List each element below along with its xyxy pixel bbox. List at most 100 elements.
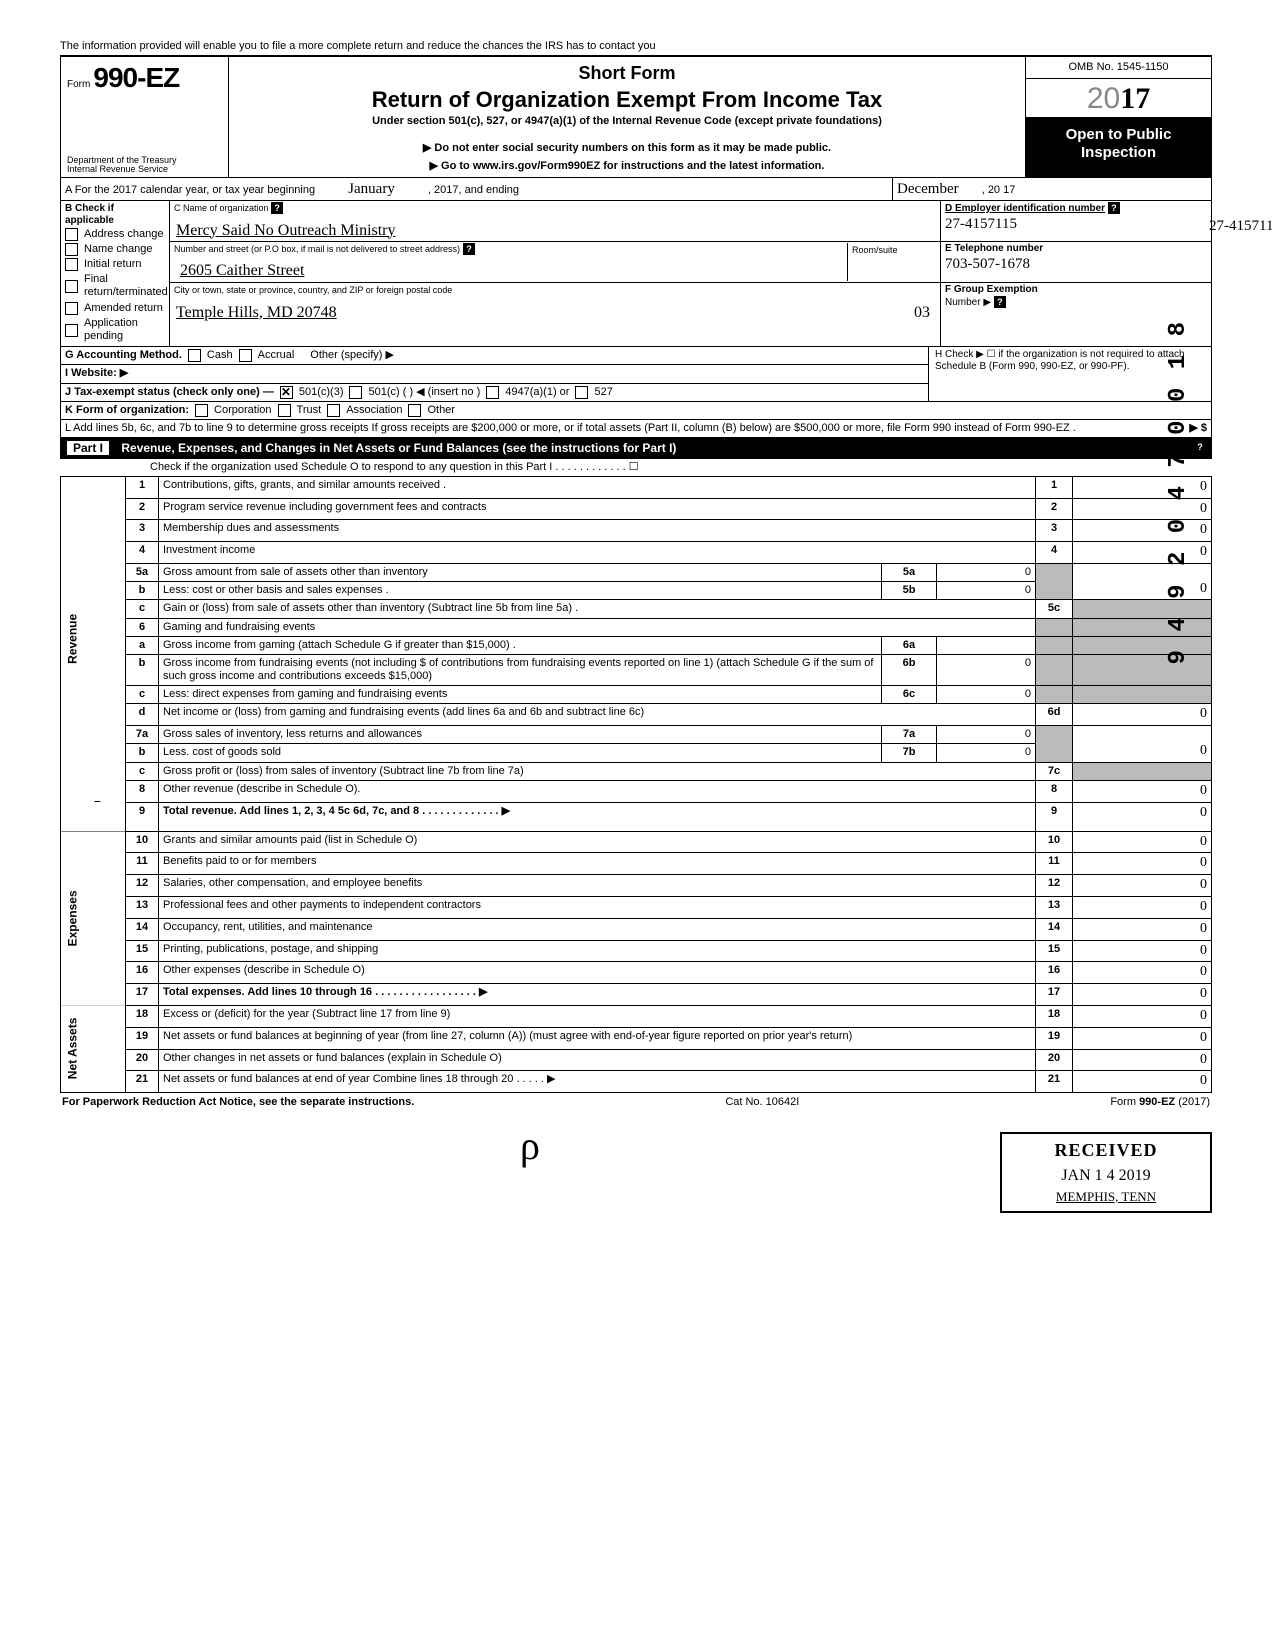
j-label: J Tax-exempt status (check only one) —	[65, 386, 274, 399]
line-6a-text: Gross income from gaming (attach Schedul…	[159, 636, 882, 654]
line-21-text: Net assets or fund balances at end of ye…	[159, 1071, 1036, 1093]
c-city-label: City or town, state or province, country…	[174, 285, 452, 295]
cb-501c[interactable]	[349, 386, 362, 399]
line-16-text: Other expenses (describe in Schedule O)	[159, 962, 1036, 984]
line-19-text: Net assets or fund balances at beginning…	[159, 1027, 1036, 1049]
line-4-text: Investment income	[159, 542, 1036, 564]
line-4-rn: 4	[1036, 542, 1073, 564]
b-opt-0: Address change	[84, 228, 164, 241]
cb-501c3[interactable]	[280, 386, 293, 399]
line-5c-rn: 5c	[1036, 600, 1073, 618]
cb-final-return[interactable]	[65, 280, 78, 293]
ssn-warning: ▶ Do not enter social security numbers o…	[237, 142, 1017, 155]
line-6d-rn: 6d	[1036, 704, 1073, 726]
line-1-rn: 1	[1036, 476, 1073, 498]
org-name: Mercy Said No Outreach Ministry	[176, 221, 396, 240]
side-expenses: Expenses	[61, 831, 126, 1005]
cb-accrual[interactable]	[239, 349, 252, 362]
col-b-checkboxes: B Check if applicable Address change Nam…	[61, 201, 170, 347]
c-street-label: Number and street (or P.O box, if mail i…	[174, 244, 460, 254]
ein-alt: 27-4157116	[1209, 217, 1272, 235]
line-17-rv: 0	[1073, 984, 1212, 1006]
b-opt-4: Amended return	[84, 302, 163, 315]
line-a-label: A For the 2017 calendar year, or tax yea…	[65, 184, 315, 196]
cb-assoc[interactable]	[327, 404, 340, 417]
b-opt-5: Application pending	[84, 317, 165, 343]
g-other: Other (specify) ▶	[310, 349, 394, 362]
line-12-rn: 12	[1036, 875, 1073, 897]
line-8-rv: 0	[1073, 780, 1212, 802]
help-icon[interactable]: ?	[994, 296, 1006, 308]
tax-year-begin: January	[348, 181, 395, 197]
line-a-mid: , 2017, and ending	[428, 184, 519, 196]
line-a: A For the 2017 calendar year, or tax yea…	[60, 178, 1212, 201]
part1-grid: Revenue 1 Contributions, gifts, grants, …	[60, 476, 1212, 1093]
cb-corp[interactable]	[195, 404, 208, 417]
help-icon[interactable]: ?	[463, 243, 475, 255]
cb-app-pending[interactable]	[65, 324, 78, 337]
help-icon[interactable]: ?	[271, 202, 283, 214]
open-to-public: Open to Public Inspection	[1026, 118, 1211, 176]
g-accrual: Accrual	[258, 349, 295, 362]
footer-left: For Paperwork Reduction Act Notice, see …	[62, 1096, 414, 1109]
form-990ez: 990-EZ	[93, 62, 179, 93]
line-21-rn: 21	[1036, 1071, 1073, 1093]
signature-mark: ρ	[60, 1122, 1000, 1170]
inspection-line2: Inspection	[1030, 144, 1207, 162]
line-5a-in: 5a	[882, 563, 937, 581]
org-city: Temple Hills, MD 20748	[176, 303, 337, 322]
line-5b-text: Less: cost or other basis and sales expe…	[159, 582, 882, 600]
cb-address-change[interactable]	[65, 228, 78, 241]
received-title: RECEIVED	[1006, 1140, 1206, 1162]
part1-sub: Check if the organization used Schedule …	[60, 459, 1212, 476]
line-19-rv: 0	[1073, 1027, 1212, 1049]
j-501c3: 501(c)(3)	[299, 386, 344, 399]
form-subtitle: Under section 501(c), 527, or 4947(a)(1)…	[237, 115, 1017, 128]
d-ein-label: D Employer identification number	[945, 203, 1105, 214]
phone-value: 703-507-1678	[945, 256, 1030, 272]
line-5a-iv: 0	[937, 563, 1036, 581]
f-group-label: F Group Exemption	[945, 284, 1038, 295]
c-name-label: C Name of organization	[174, 203, 269, 213]
form-header: Form 990-EZ Department of the Treasury I…	[60, 56, 1212, 178]
help-icon[interactable]: ?	[1108, 202, 1120, 214]
part1-title: Revenue, Expenses, and Changes in Net As…	[121, 441, 676, 455]
line-15-text: Printing, publications, postage, and shi…	[159, 940, 1036, 962]
cb-trust[interactable]	[278, 404, 291, 417]
line-6b-iv: 0	[937, 654, 1036, 685]
treasury-dept: Department of the Treasury Internal Reve…	[67, 156, 222, 175]
received-location: MEMPHIS, TENN	[1006, 1189, 1206, 1205]
header-address-block: B Check if applicable Address change Nam…	[60, 201, 1212, 348]
line-20-rn: 20	[1036, 1049, 1073, 1071]
k-label: K Form of organization:	[65, 404, 189, 417]
page-footer: For Paperwork Reduction Act Notice, see …	[60, 1093, 1212, 1112]
org-street: 2605 Caither Street	[180, 261, 304, 280]
lines-g-l: G Accounting Method. Cash Accrual Other …	[60, 347, 1212, 438]
line-6c-iv: 0	[937, 686, 1036, 704]
line-5a-text: Gross amount from sale of assets other t…	[159, 563, 882, 581]
line-6-text: Gaming and fundraising events	[159, 618, 1036, 636]
line-2-rn: 2	[1036, 498, 1073, 520]
cb-other[interactable]	[408, 404, 421, 417]
help-icon[interactable]: ?	[1194, 441, 1206, 453]
line-7b-in: 7b	[882, 744, 937, 762]
cb-name-change[interactable]	[65, 243, 78, 256]
cb-4947[interactable]	[486, 386, 499, 399]
cb-amended[interactable]	[65, 302, 78, 315]
line-9-rn: 9	[1036, 802, 1073, 831]
cb-527[interactable]	[575, 386, 588, 399]
line-6a-iv	[937, 636, 1036, 654]
line-10-text: Grants and similar amounts paid (list in…	[159, 831, 1036, 853]
cb-cash[interactable]	[188, 349, 201, 362]
line-11-rn: 11	[1036, 853, 1073, 875]
part1-label: Part I	[66, 440, 110, 456]
line-16-rn: 16	[1036, 962, 1073, 984]
line-3-rn: 3	[1036, 520, 1073, 542]
line-7a-text: Gross sales of inventory, less returns a…	[159, 726, 882, 744]
line-14-rn: 14	[1036, 918, 1073, 940]
b-opt-3: Final return/terminated	[84, 273, 168, 299]
line-9-rv: 0	[1073, 802, 1212, 831]
cb-initial-return[interactable]	[65, 258, 78, 271]
line-6b-text: Gross income from fundraising events (no…	[159, 654, 882, 685]
line-21-rv: 0	[1073, 1071, 1212, 1093]
